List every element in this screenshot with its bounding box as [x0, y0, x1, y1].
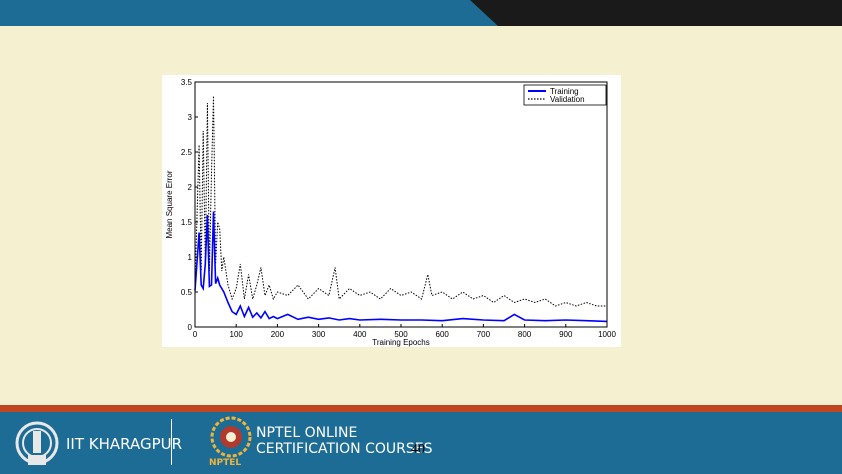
footer-bar	[0, 412, 842, 474]
x-tick-label: 800	[518, 330, 532, 339]
header-dark-band	[470, 0, 842, 26]
error-chart: 0 100 200 300 400 500 600 700 800 900 1000 0 0.5 1 1.5…	[165, 78, 616, 347]
x-tick-label: 300	[312, 330, 326, 339]
y-axis-label: Mean Square Error	[165, 170, 174, 238]
slide-number: 40	[411, 442, 425, 457]
x-tick-label: 100	[230, 330, 244, 339]
y-tick-label: 0.5	[181, 288, 193, 297]
nptel-logo-text: NPTEL	[209, 458, 242, 468]
series-line-training	[194, 211, 608, 323]
x-axis-label: Training Epochs	[372, 338, 430, 347]
chart-figure: 0 100 200 300 400 500 600 700 800 900 1000 0 0.5 1 1.5…	[162, 75, 621, 347]
institute-name: IIT KHARAGPUR	[66, 435, 183, 453]
x-tick-label: 900	[559, 330, 573, 339]
y-tick-label: 3	[188, 113, 193, 122]
nptel-logo-icon	[210, 416, 252, 458]
y-tick-label: 2.5	[181, 148, 193, 157]
x-tick-label: 1000	[598, 330, 616, 339]
x-tick-label: 400	[353, 330, 367, 339]
y-tick-label: 3.5	[181, 78, 193, 87]
x-tick-label: 200	[271, 330, 285, 339]
footer-divider	[171, 419, 172, 465]
x-tick-label: 700	[477, 330, 491, 339]
x-tick-label: 0	[193, 330, 198, 339]
iit-kharagpur-logo-icon	[15, 421, 59, 465]
series-line-validation	[194, 95, 607, 307]
y-tick-label: 1	[188, 253, 193, 262]
footer-accent-bar	[0, 405, 842, 412]
course-title-line2: CERTIFICATION COURSES	[256, 441, 433, 457]
plot-frame	[194, 81, 608, 328]
y-tick-label: 1.5	[181, 218, 193, 227]
y-tick-label: 0	[188, 323, 193, 332]
legend-label-training: Training	[550, 87, 579, 96]
x-tick-label: 600	[436, 330, 450, 339]
course-title-line1: NPTEL ONLINE	[256, 425, 358, 441]
x-tick-label: 500	[394, 330, 408, 339]
legend-label-validation: Validation	[550, 95, 585, 104]
y-tick-label: 2	[188, 183, 193, 192]
